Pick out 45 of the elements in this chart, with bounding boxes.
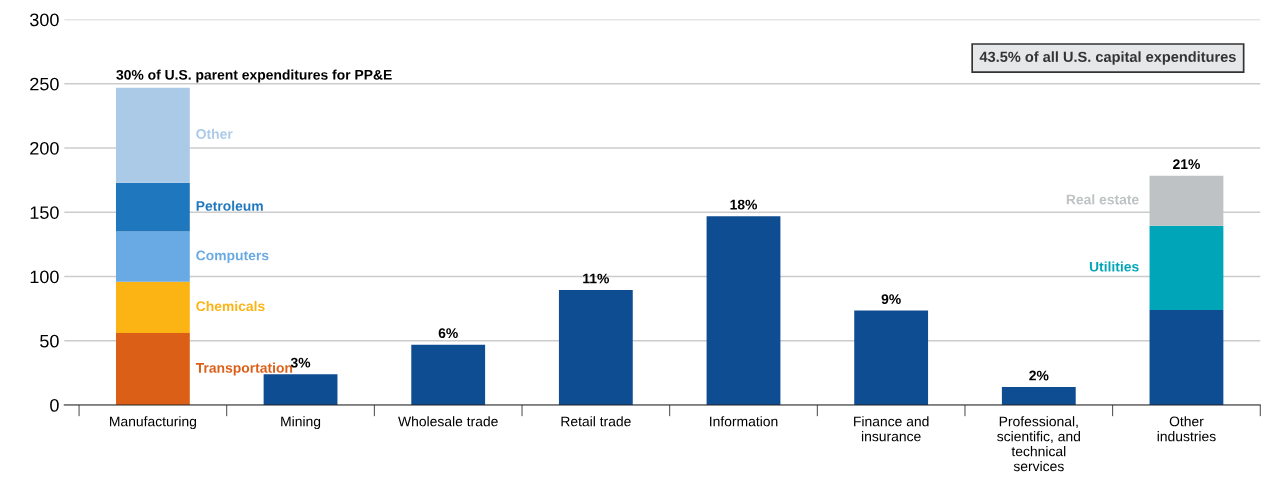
bar bbox=[115, 231, 190, 282]
y-tick-label: 0 bbox=[50, 398, 59, 412]
series-label: Transportation bbox=[195, 362, 293, 376]
x-tick-label: Other industries bbox=[1157, 416, 1216, 442]
bar bbox=[1001, 387, 1076, 406]
annotation: 21% bbox=[1173, 159, 1200, 170]
series-label: Computers bbox=[196, 250, 269, 264]
bar bbox=[558, 290, 633, 406]
bar bbox=[706, 216, 781, 406]
bar bbox=[1149, 309, 1224, 406]
bar bbox=[854, 310, 929, 406]
series-label: Real estate bbox=[1066, 194, 1139, 205]
annotation: 9% bbox=[881, 294, 901, 304]
annotation: 43.5% of all U.S. capital expenditures bbox=[979, 51, 1236, 65]
bar bbox=[115, 87, 190, 183]
bar bbox=[263, 374, 338, 406]
series-label: Utilities bbox=[1089, 261, 1139, 272]
x-tick-label: Wholesale trade bbox=[398, 416, 498, 427]
annotation: 30% of U.S. parent expenditures for PP&E bbox=[116, 69, 392, 83]
bar bbox=[1149, 175, 1224, 226]
y-tick-label: 150 bbox=[30, 206, 59, 219]
annotation: 18% bbox=[730, 199, 758, 210]
series-label: Other bbox=[196, 128, 233, 139]
x-tick-label: Finance and insurance bbox=[854, 416, 929, 442]
x-tick-label: Manufacturing bbox=[110, 416, 197, 430]
y-tick-label: 50 bbox=[40, 334, 59, 348]
bar bbox=[411, 344, 486, 406]
annotation: 3% bbox=[290, 357, 311, 368]
y-tick-label: 300 bbox=[30, 13, 59, 27]
bar bbox=[1149, 225, 1224, 310]
series-label: Petroleum bbox=[196, 200, 263, 211]
x-tick-label: Professional, scientific, and technical services bbox=[997, 416, 1080, 472]
bar bbox=[115, 333, 190, 406]
y-tick-label: 100 bbox=[30, 270, 59, 284]
annotation: 6% bbox=[438, 328, 458, 339]
x-tick-label: Information bbox=[710, 416, 778, 427]
annotation: 2% bbox=[1029, 370, 1049, 381]
bar bbox=[115, 281, 190, 334]
series-label: Chemicals bbox=[196, 300, 265, 312]
y-tick-label: 250 bbox=[30, 77, 59, 91]
annotation: 11% bbox=[583, 273, 609, 284]
x-tick-label: Retail trade bbox=[561, 416, 631, 427]
bar bbox=[115, 182, 190, 232]
y-tick-label: 200 bbox=[30, 141, 59, 155]
x-tick-label: Mining bbox=[281, 416, 321, 430]
